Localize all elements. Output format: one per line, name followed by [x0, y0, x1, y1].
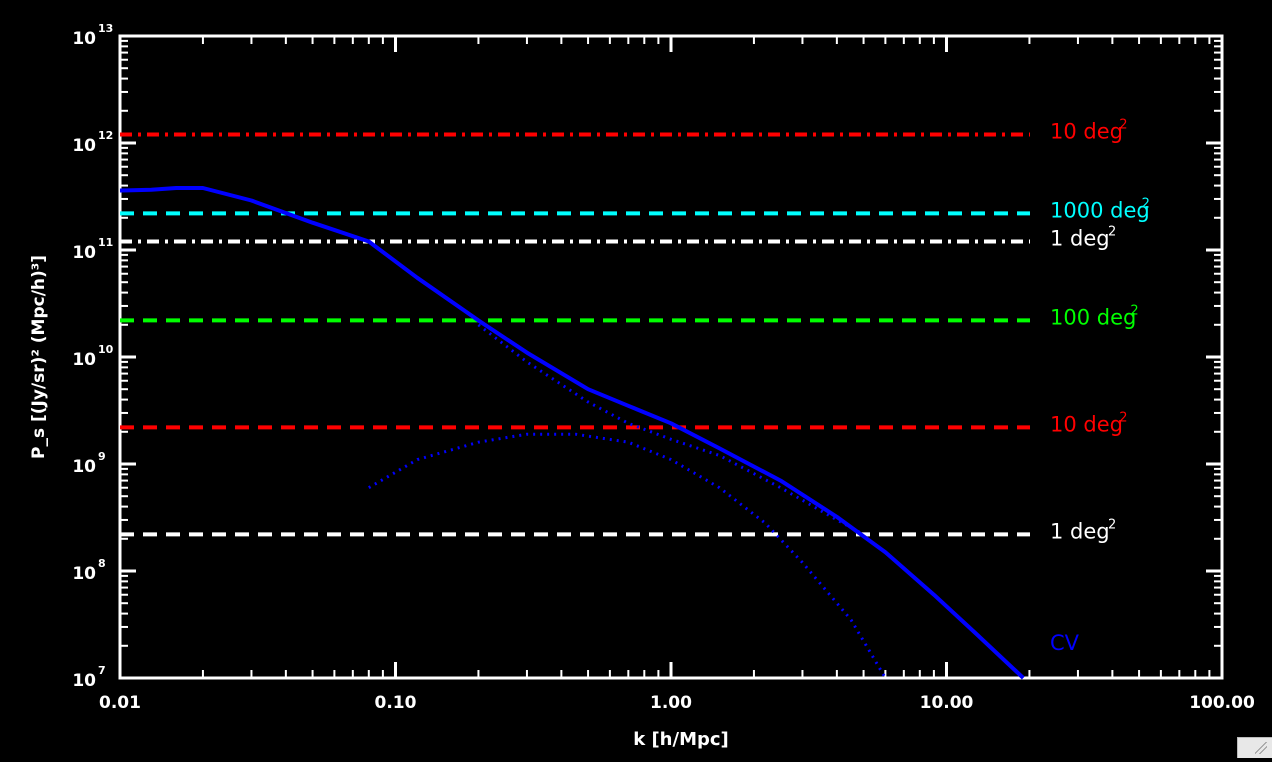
x-tick-label: 100.00 — [1189, 693, 1255, 713]
solid-series-line — [120, 188, 1023, 678]
x-tick-label: 0.01 — [99, 693, 141, 713]
y-tick-exponent: 13 — [98, 22, 113, 35]
annotation-cv: CV — [1050, 631, 1080, 655]
x-tick-label: 1.00 — [650, 693, 692, 713]
reference-line-label: 100 deg — [1050, 305, 1136, 329]
y-tick-label: 10 — [72, 564, 96, 584]
x-axis-label: k [h/Mpc] — [633, 729, 729, 750]
reference-line-label: 10 deg — [1050, 120, 1123, 144]
x-tick-label: 10.00 — [920, 693, 974, 713]
y-axis-label: P_s [(Jy/sr)² (Mpc/h)³] — [29, 255, 49, 459]
y-tick-exponent: 12 — [98, 129, 113, 142]
dotted-series-line — [369, 434, 886, 678]
resize-grip[interactable] — [1237, 737, 1272, 758]
y-tick-exponent: 9 — [98, 450, 106, 463]
reference-line-label: 10 deg — [1050, 412, 1123, 436]
y-tick-exponent: 8 — [98, 557, 106, 570]
reference-line-label: 1000 deg — [1050, 198, 1150, 222]
y-tick-label: 10 — [72, 671, 96, 691]
y-tick-exponent: 11 — [98, 236, 113, 249]
reference-line-label-exponent: 2 — [1130, 303, 1138, 318]
reference-line-label-exponent: 2 — [1108, 225, 1116, 240]
reference-line-label-exponent: 2 — [1142, 196, 1150, 211]
y-tick-label: 10 — [72, 243, 96, 263]
y-tick-label: 10 — [72, 29, 96, 49]
y-tick-label: 10 — [72, 457, 96, 477]
y-tick-label: 10 — [72, 350, 96, 370]
y-tick-label: 10 — [72, 136, 96, 156]
reference-line-label: 1 deg — [1050, 227, 1110, 251]
reference-line-label-exponent: 2 — [1119, 118, 1127, 133]
reference-line-label-exponent: 2 — [1108, 517, 1116, 532]
x-tick-label: 0.10 — [375, 693, 417, 713]
y-tick-exponent: 7 — [98, 664, 106, 677]
y-tick-exponent: 10 — [98, 343, 114, 356]
reference-line-label-exponent: 2 — [1119, 410, 1127, 425]
reference-line-label: 1 deg — [1050, 519, 1110, 543]
